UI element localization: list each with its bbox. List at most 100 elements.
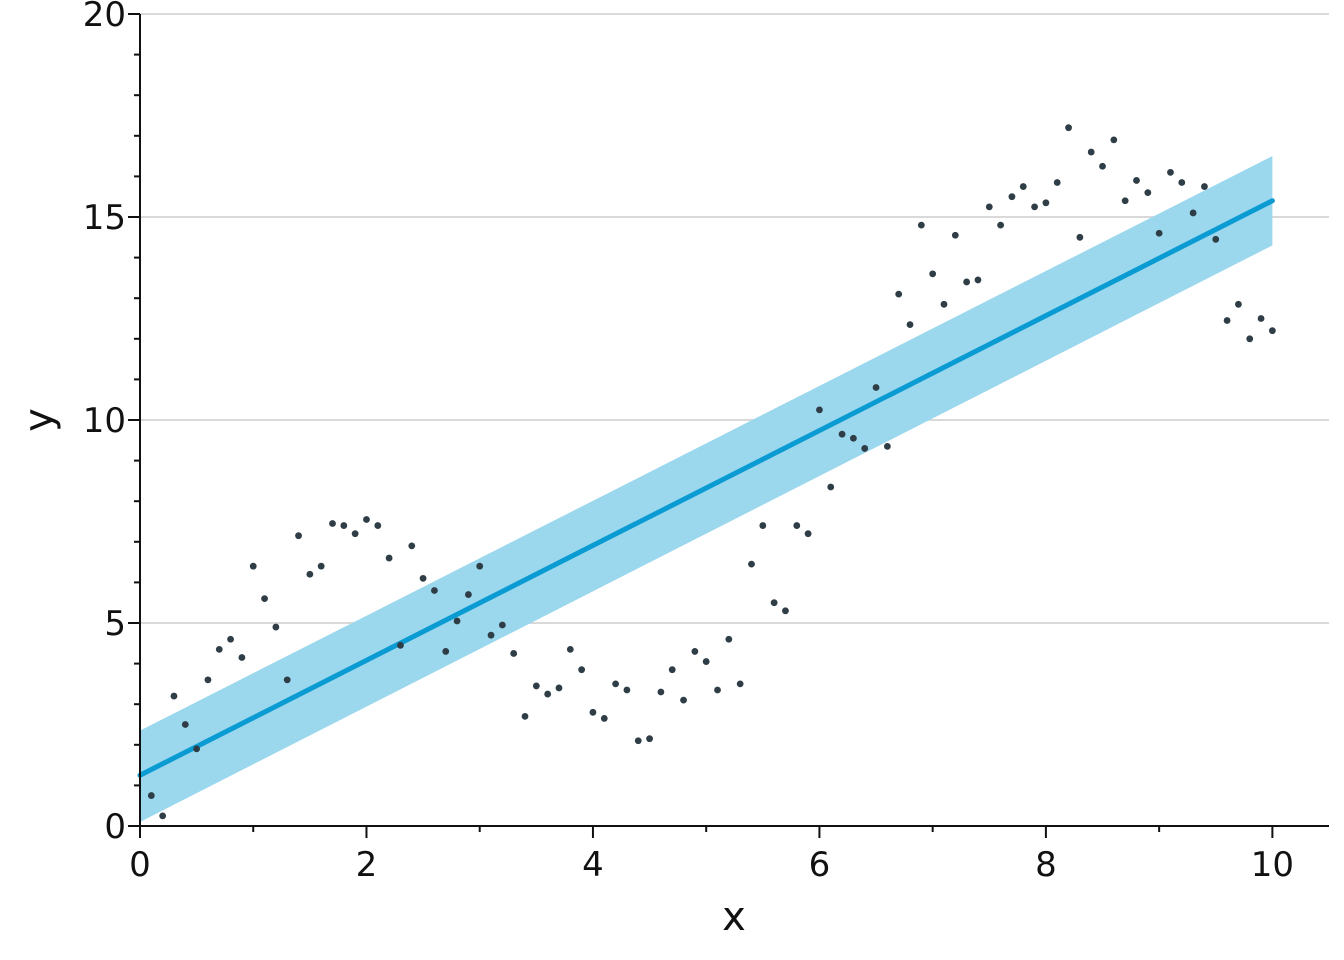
scatter-point-60 [827, 483, 835, 491]
scatter-point-30 [487, 631, 495, 639]
scatter-point-0 [147, 792, 155, 799]
scatter-point-3 [181, 721, 189, 728]
scatter-point-43 [634, 737, 642, 745]
scatter-point-38 [578, 666, 586, 674]
scatter-point-4 [193, 745, 201, 753]
scatter-point-80 [1053, 179, 1061, 186]
scatter-point-55 [770, 599, 778, 607]
x-tick-label-4: 4 [582, 845, 604, 885]
scatter-point-20 [374, 522, 382, 529]
grid-lines [140, 13, 1329, 624]
scatter-point-6 [215, 645, 223, 653]
scatter-point-21 [385, 554, 393, 562]
scatter-point-83 [1087, 148, 1095, 156]
scatter-point-57 [793, 522, 801, 529]
scatter-point-98 [1257, 315, 1265, 322]
scatter-point-84 [1099, 162, 1106, 170]
scatter-point-34 [532, 682, 540, 690]
scatter-point-26 [442, 648, 450, 655]
scatter-point-77 [1019, 183, 1027, 190]
scatter-point-88 [1144, 189, 1152, 197]
scatter-point-47 [680, 696, 687, 704]
scatter-point-68 [917, 221, 925, 229]
scatter-point-11 [272, 623, 280, 631]
scatter-point-45 [657, 688, 665, 696]
scatter-point-51 [725, 635, 733, 643]
scatter-point-72 [963, 278, 971, 286]
scatter-point-1 [159, 812, 167, 820]
scatter-point-95 [1223, 317, 1231, 324]
scatter-point-65 [883, 442, 891, 450]
y-tick-label-20: 20 [83, 0, 126, 35]
scatter-point-67 [906, 321, 914, 328]
scatter-point-25 [431, 587, 438, 594]
scatter-point-2 [170, 692, 178, 700]
x-tick-label-6: 6 [809, 845, 831, 885]
scatter-point-81 [1065, 124, 1072, 132]
scatter-point-18 [351, 530, 359, 538]
scatter-point-96 [1235, 300, 1242, 308]
scatter-point-28 [464, 591, 472, 598]
axes [128, 13, 1329, 838]
scatter-point-17 [340, 522, 348, 529]
scatter-point-5 [204, 676, 212, 684]
scatter-point-31 [498, 621, 506, 629]
scatter-point-62 [850, 434, 857, 442]
y-tick-label-5: 5 [104, 604, 126, 644]
x-axis-label: x [722, 894, 746, 940]
x-tick-label-8: 8 [1035, 845, 1057, 885]
scatter-point-97 [1246, 335, 1254, 343]
scatter-point-53 [748, 560, 755, 568]
scatter-point-48 [691, 648, 699, 655]
scatter-point-39 [589, 708, 597, 716]
scatter-point-52 [736, 680, 744, 688]
y-tick-label-15: 15 [83, 198, 126, 238]
scatter-point-23 [408, 542, 416, 550]
scatter-point-56 [782, 607, 789, 615]
scatter-point-22 [397, 641, 404, 649]
scatter-point-78 [1031, 203, 1038, 211]
scatter-point-14 [306, 570, 314, 578]
scatter-point-91 [1178, 179, 1186, 186]
scatter-point-70 [940, 300, 948, 308]
scatter-point-7 [227, 635, 234, 643]
scatter-point-85 [1110, 136, 1118, 144]
scatter-point-93 [1201, 183, 1208, 190]
scatter-point-12 [283, 676, 291, 684]
scatter-point-69 [929, 270, 937, 278]
scatter-point-46 [668, 666, 676, 674]
y-tick-label-10: 10 [83, 401, 126, 441]
scatter-points [147, 124, 1276, 820]
scatter-point-87 [1133, 177, 1140, 184]
scatter-point-36 [555, 684, 563, 692]
scatter-point-10 [261, 595, 268, 603]
x-tick-label-10: 10 [1251, 845, 1294, 885]
scatter-point-61 [838, 430, 846, 438]
scatter-point-66 [895, 290, 903, 298]
scatter-point-89 [1155, 229, 1163, 237]
x-tick-label-0: 0 [129, 845, 151, 885]
scatter-point-15 [317, 562, 325, 570]
scatter-point-90 [1167, 168, 1174, 176]
scatter-point-71 [951, 231, 959, 239]
scatter-point-86 [1121, 197, 1129, 205]
scatter-point-94 [1212, 235, 1220, 243]
scatter-point-92 [1189, 209, 1197, 217]
scatter-point-24 [419, 574, 427, 582]
scatter-point-35 [544, 690, 552, 698]
scatter-point-44 [646, 735, 653, 743]
scatter-point-33 [521, 712, 529, 720]
scatter-point-19 [363, 516, 370, 523]
scatter-point-76 [1008, 193, 1016, 201]
scatter-point-9 [249, 562, 257, 570]
regression-line [137, 198, 1275, 778]
scatter-point-64 [872, 384, 880, 391]
scatter-point-29 [476, 562, 484, 570]
scatter-point-27 [453, 617, 461, 625]
scatter-point-54 [759, 522, 767, 529]
scatter-point-16 [329, 520, 336, 527]
scatter-point-75 [997, 221, 1005, 229]
scatter-point-50 [714, 686, 721, 694]
scatter-point-49 [702, 658, 710, 665]
y-tick-label-0: 0 [104, 807, 126, 847]
